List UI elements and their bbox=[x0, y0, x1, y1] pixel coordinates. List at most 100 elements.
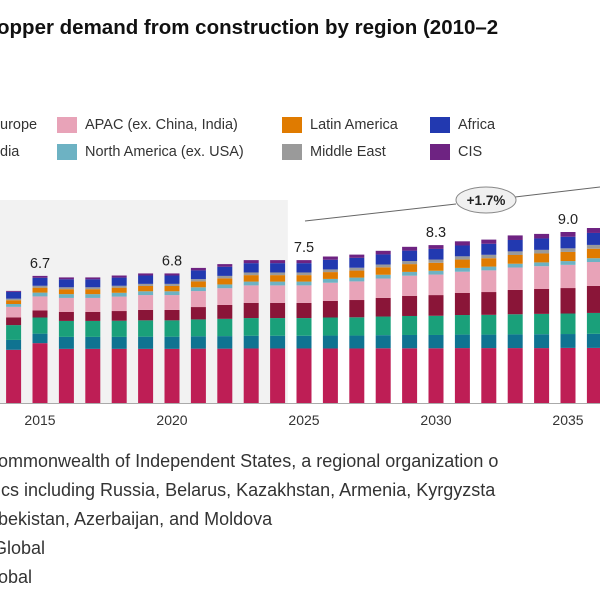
bar-segment bbox=[534, 334, 550, 349]
bar-segment bbox=[190, 267, 206, 271]
bar-segment bbox=[507, 251, 523, 255]
bar-segment bbox=[481, 334, 497, 349]
bar-segment bbox=[534, 238, 550, 250]
bar-segment bbox=[586, 312, 600, 334]
bar-segment bbox=[164, 273, 180, 276]
bar-segment bbox=[507, 314, 523, 335]
bar-segment bbox=[296, 318, 312, 336]
bar-segment bbox=[85, 279, 101, 288]
legend-swatch bbox=[430, 144, 450, 160]
bar-segment bbox=[375, 348, 391, 403]
bar-segment bbox=[111, 292, 127, 297]
bar-segment bbox=[402, 348, 418, 403]
bar-segment bbox=[481, 348, 497, 403]
bar-segment bbox=[454, 315, 470, 335]
bar-segment bbox=[217, 275, 233, 279]
bar-segment bbox=[560, 236, 576, 249]
bar-segment bbox=[6, 306, 22, 318]
bar-segment bbox=[6, 317, 22, 326]
bar-segment bbox=[217, 318, 233, 337]
bar-segment bbox=[296, 272, 312, 276]
bar-segment bbox=[111, 320, 127, 337]
bar-segment bbox=[560, 261, 576, 265]
bar-segment bbox=[586, 285, 600, 313]
bar-segment bbox=[270, 302, 286, 319]
bar-segment bbox=[428, 295, 444, 316]
bar-segment bbox=[402, 295, 418, 316]
bar-segment bbox=[138, 275, 154, 284]
trend-line bbox=[304, 203, 457, 222]
bar-segment bbox=[507, 263, 523, 268]
bar-segment bbox=[296, 302, 312, 319]
legend-swatch bbox=[57, 117, 77, 133]
legend-item: CIS bbox=[430, 144, 482, 160]
legend-item: Latin America bbox=[282, 117, 398, 133]
bar-segment bbox=[481, 266, 497, 271]
bar-segment bbox=[586, 228, 600, 233]
bar-segment bbox=[349, 277, 365, 282]
bar-segment bbox=[58, 279, 74, 288]
footnote-line: lobal bbox=[0, 567, 33, 587]
bar-segment bbox=[190, 319, 206, 337]
bar-segment bbox=[534, 266, 550, 289]
legend-label: Latin America bbox=[310, 117, 398, 133]
bar-segment bbox=[111, 336, 127, 349]
bar-segment bbox=[111, 287, 127, 293]
bar-segment bbox=[6, 339, 22, 350]
bar-segment bbox=[507, 239, 523, 252]
bar-segment bbox=[270, 318, 286, 336]
bar-segment bbox=[243, 281, 259, 286]
bar-segment bbox=[560, 334, 576, 348]
bar-segment bbox=[243, 285, 259, 303]
bar-segment bbox=[190, 281, 206, 288]
bar-segment bbox=[190, 279, 206, 282]
bar-segment bbox=[402, 315, 418, 335]
bar-segment bbox=[138, 291, 154, 296]
bar-segment bbox=[322, 348, 338, 403]
bar-segment bbox=[375, 254, 391, 265]
legend-swatch bbox=[282, 144, 302, 160]
bar-segment bbox=[270, 260, 286, 264]
bar-segment bbox=[428, 334, 444, 349]
bar-segment bbox=[322, 300, 338, 318]
bar-segment bbox=[32, 296, 48, 311]
x-tick-label: 2025 bbox=[288, 412, 319, 428]
bar-segment bbox=[243, 335, 259, 349]
bar-segment bbox=[428, 315, 444, 335]
bar-segment bbox=[164, 309, 180, 321]
bar-segment bbox=[58, 311, 74, 321]
bar-segment bbox=[402, 334, 418, 349]
legend-swatch bbox=[430, 117, 450, 133]
bar-segment bbox=[85, 289, 101, 295]
bar-segment bbox=[217, 288, 233, 305]
bar-segment bbox=[560, 347, 576, 403]
legend-item: urope bbox=[0, 117, 37, 133]
cagr-badge bbox=[455, 186, 517, 214]
bar-segment bbox=[534, 313, 550, 335]
bar-segment bbox=[270, 285, 286, 303]
bar-segment bbox=[349, 300, 365, 318]
bar-segment bbox=[6, 298, 22, 301]
bar-segment bbox=[560, 288, 576, 314]
bar-segment bbox=[217, 304, 233, 319]
bar-segment bbox=[243, 318, 259, 336]
bar-segment bbox=[217, 348, 233, 403]
bar-segment bbox=[375, 250, 391, 255]
bar-segment bbox=[454, 256, 470, 260]
bar-segment bbox=[375, 335, 391, 349]
bar-segment bbox=[481, 239, 497, 244]
bar-segment bbox=[375, 274, 391, 279]
bar-segment bbox=[138, 283, 154, 286]
bar-segment bbox=[454, 334, 470, 349]
bar-segment bbox=[454, 267, 470, 272]
bar-segment bbox=[349, 335, 365, 349]
bar-segment bbox=[428, 274, 444, 296]
bar-segment bbox=[349, 267, 365, 271]
bar-segment bbox=[243, 260, 259, 264]
bar-segment bbox=[190, 291, 206, 308]
bar-segment bbox=[402, 264, 418, 272]
bar-segment bbox=[243, 263, 259, 273]
data-label: 9.0 bbox=[558, 212, 578, 228]
bar-segment bbox=[296, 263, 312, 273]
bar-segment bbox=[454, 245, 470, 257]
